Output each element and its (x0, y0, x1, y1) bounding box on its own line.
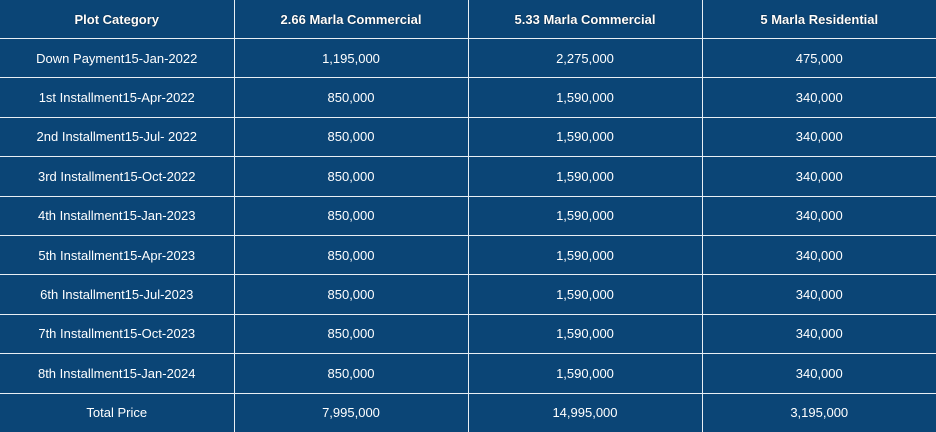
amount-cell: 1,590,000 (467, 195, 703, 236)
amount-cell: 340,000 (701, 313, 936, 355)
plot-category-cell: 8th Installment15-Jan-2024 (0, 353, 235, 394)
amount-cell: 850,000 (233, 156, 469, 197)
amount-cell: 850,000 (233, 274, 469, 315)
table-row: 6th Installment15-Jul-2023 850,000 1,590,0… (0, 274, 936, 315)
amount-cell: 1,590,000 (467, 234, 703, 276)
plot-category-cell: 2nd Installment15-Jul- 2022 (0, 116, 235, 158)
table-row: Down Payment15-Jan-2022 1,195,000 2,275,00… (0, 37, 936, 79)
amount-cell: 3,195,000 (701, 392, 936, 432)
amount-cell: 850,000 (233, 313, 469, 355)
amount-cell: 1,590,000 (467, 313, 703, 355)
plot-category-cell: 1st Installment15-Apr-2022 (0, 77, 235, 118)
amount-cell: 7,995,000 (233, 392, 469, 432)
amount-cell: 850,000 (233, 77, 469, 118)
table-row: 8th Installment15-Jan-2024 850,000 1,590,0… (0, 353, 936, 394)
table-row: 1st Installment15-Apr-2022 850,000 1,590,0… (0, 77, 936, 118)
amount-cell: 850,000 (233, 353, 469, 394)
amount-cell: 850,000 (233, 234, 469, 276)
plot-category-cell: 5th Installment15-Apr-2023 (0, 234, 235, 276)
table-row: 4th Installment15-Jan-2023 850,000 1,590,0… (0, 195, 936, 236)
amount-cell: 340,000 (701, 77, 936, 118)
amount-cell: 340,000 (701, 234, 936, 276)
amount-cell: 14,995,000 (467, 392, 703, 432)
header-5-marla-residential: 5 Marla Residential (701, 0, 936, 39)
total-row: Total Price 7,995,000 14,995,000 3,195,000 (0, 392, 936, 432)
table-row: 7th Installment15-Oct-2023 850,000 1,590,0… (0, 313, 936, 355)
amount-cell: 340,000 (701, 274, 936, 315)
amount-cell: 475,000 (701, 37, 936, 79)
amount-cell: 340,000 (701, 116, 936, 158)
amount-cell: 1,590,000 (467, 77, 703, 118)
amount-cell: 1,590,000 (467, 353, 703, 394)
table-row: 2nd Installment15-Jul- 2022 850,000 1,590,… (0, 116, 936, 158)
header-plot-category: Plot Category (0, 0, 235, 39)
amount-cell: 2,275,000 (467, 37, 703, 79)
amount-cell: 850,000 (233, 195, 469, 236)
table-row: 5th Installment15-Apr-2023 850,000 1,590,0… (0, 234, 936, 276)
amount-cell: 1,590,000 (467, 274, 703, 315)
header-5-33-marla-commercial: 5.33 Marla Commercial (467, 0, 703, 39)
plot-category-cell: 7th Installment15-Oct-2023 (0, 313, 235, 355)
plot-category-cell: 6th Installment15-Jul-2023 (0, 274, 235, 315)
plot-category-cell: Down Payment15-Jan-2022 (0, 37, 235, 79)
header-2-66-marla-commercial: 2.66 Marla Commercial (233, 0, 469, 39)
amount-cell: 1,195,000 (233, 37, 469, 79)
amount-cell: 850,000 (233, 116, 469, 158)
plot-category-cell: 3rd Installment15-Oct-2022 (0, 156, 235, 197)
amount-cell: 340,000 (701, 195, 936, 236)
header-row: Plot Category 2.66 Marla Commercial 5.33… (0, 0, 936, 39)
amount-cell: 1,590,000 (467, 116, 703, 158)
table-row: 3rd Installment15-Oct-2022 850,000 1,590,0… (0, 156, 936, 197)
amount-cell: 340,000 (701, 156, 936, 197)
amount-cell: 1,590,000 (467, 156, 703, 197)
plot-category-cell: Total Price (0, 392, 235, 432)
plot-category-cell: 4th Installment15-Jan-2023 (0, 195, 235, 236)
amount-cell: 340,000 (701, 353, 936, 394)
